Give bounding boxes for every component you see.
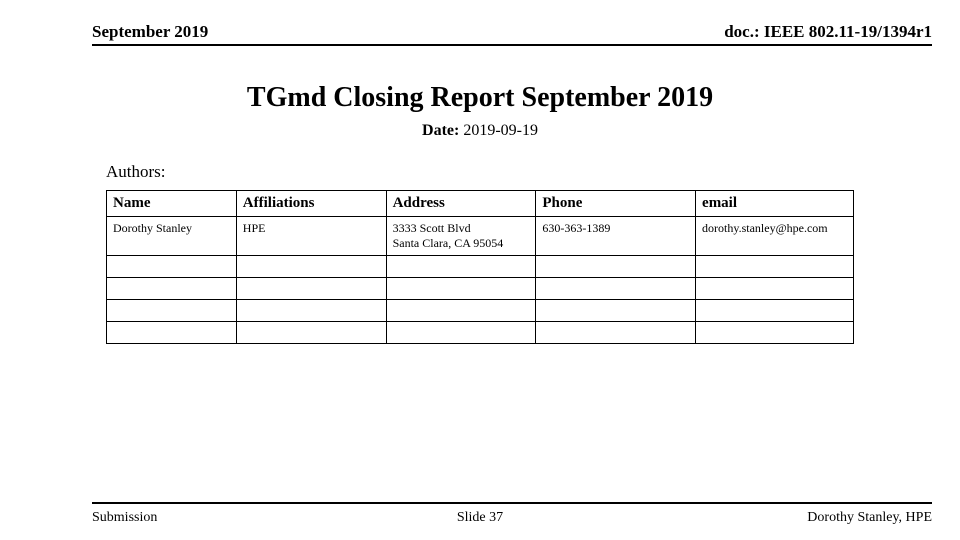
slide-page: September 2019 doc.: IEEE 802.11-19/1394… bbox=[0, 0, 960, 540]
date-value: 2019-09-19 bbox=[463, 122, 538, 139]
footer-rule bbox=[92, 502, 932, 504]
date-line: Date: 2019-09-19 bbox=[0, 122, 960, 140]
cell-address: 3333 Scott Blvd Santa Clara, CA 95054 bbox=[386, 217, 536, 256]
header-rule bbox=[92, 44, 932, 46]
date-label: Date: bbox=[422, 122, 459, 139]
cell-affiliation: HPE bbox=[236, 217, 386, 256]
col-phone: Phone bbox=[536, 191, 696, 217]
col-name: Name bbox=[107, 191, 237, 217]
authors-table: Name Affiliations Address Phone email Do… bbox=[106, 190, 854, 344]
addr-line2: Santa Clara, CA 95054 bbox=[393, 236, 504, 250]
table-body: Dorothy Stanley HPE 3333 Scott Blvd Sant… bbox=[107, 217, 854, 344]
cell-name: Dorothy Stanley bbox=[107, 217, 237, 256]
authors-label: Authors: bbox=[106, 162, 166, 182]
table-row-empty bbox=[107, 256, 854, 278]
col-affiliations: Affiliations bbox=[236, 191, 386, 217]
cell-email: dorothy.stanley@hpe.com bbox=[696, 217, 854, 256]
footer-right: Dorothy Stanley, HPE bbox=[807, 510, 932, 526]
page-title: TGmd Closing Report September 2019 bbox=[0, 82, 960, 114]
addr-line1: 3333 Scott Blvd bbox=[393, 221, 471, 235]
table-row-empty bbox=[107, 300, 854, 322]
table-row: Dorothy Stanley HPE 3333 Scott Blvd Sant… bbox=[107, 217, 854, 256]
col-address: Address bbox=[386, 191, 536, 217]
col-email: email bbox=[696, 191, 854, 217]
table-row-empty bbox=[107, 278, 854, 300]
cell-phone: 630-363-1389 bbox=[536, 217, 696, 256]
header-left: September 2019 bbox=[92, 22, 208, 42]
table-row-empty bbox=[107, 322, 854, 344]
header-right: doc.: IEEE 802.11-19/1394r1 bbox=[724, 22, 932, 42]
table-header-row: Name Affiliations Address Phone email bbox=[107, 191, 854, 217]
